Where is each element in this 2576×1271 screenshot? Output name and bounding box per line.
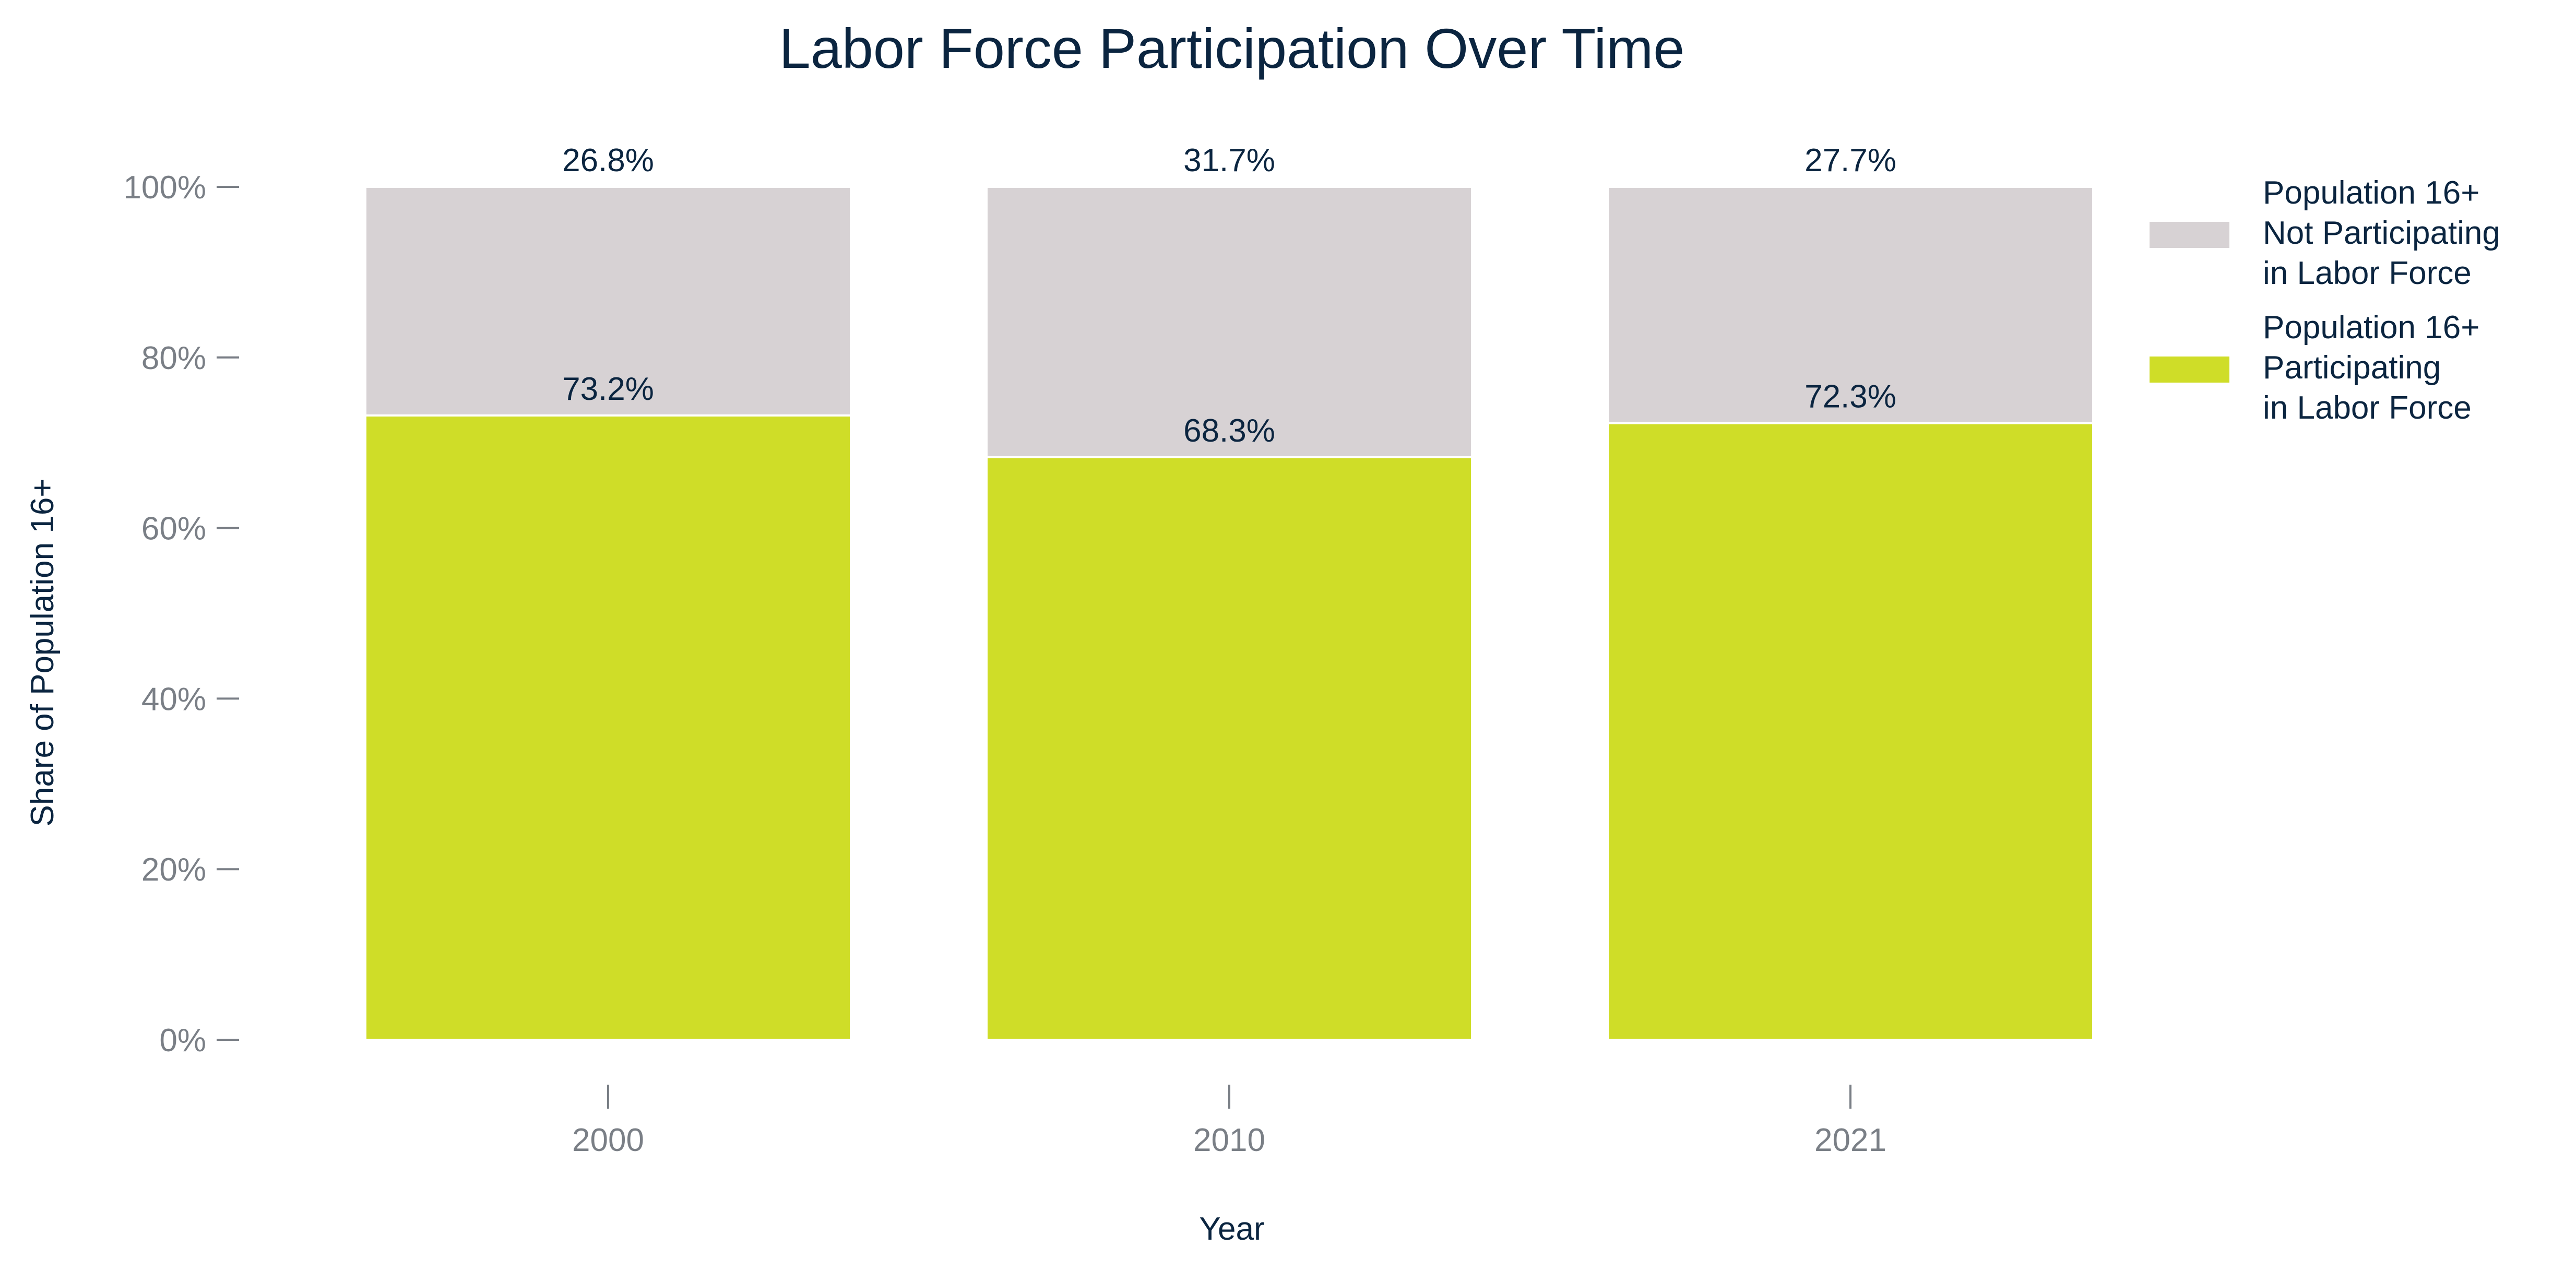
legend-label: in Labor Force xyxy=(2263,255,2472,291)
x-tick-label: 2000 xyxy=(572,1122,644,1158)
data-label-participating: 72.3% xyxy=(1805,379,1896,415)
y-tick-label: 40% xyxy=(141,681,206,717)
legend: Population 16+ Not Participating in Labor … xyxy=(2150,175,2500,426)
y-tick-label: 20% xyxy=(141,852,206,888)
legend-label: Population 16+ xyxy=(2263,310,2479,346)
bars xyxy=(364,186,2094,1041)
bar-participating xyxy=(1607,422,2094,1041)
legend-swatch xyxy=(2150,222,2229,248)
data-label-not-participating: 27.7% xyxy=(1805,142,1896,179)
data-label-participating: 68.3% xyxy=(1183,413,1275,449)
data-label-not-participating: 31.7% xyxy=(1183,142,1275,179)
chart-title: Labor Force Participation Over Time xyxy=(779,17,1685,80)
x-axis: 2000 2010 2021 xyxy=(572,1085,1886,1158)
bar-not-participating xyxy=(1607,186,2094,424)
x-tick-label: 2010 xyxy=(1193,1122,1265,1158)
legend-swatch xyxy=(2150,357,2229,383)
y-tick-label: 60% xyxy=(141,511,206,547)
y-tick-label: 80% xyxy=(141,340,206,376)
x-tick-label: 2021 xyxy=(1814,1122,1886,1158)
bar-participating xyxy=(986,456,1473,1041)
bar-not-participating xyxy=(364,186,852,417)
legend-label: Not Participating xyxy=(2263,215,2500,251)
legend-label: in Labor Force xyxy=(2263,390,2472,426)
data-label-participating: 73.2% xyxy=(562,371,654,407)
legend-label: Population 16+ xyxy=(2263,175,2479,211)
data-label-not-participating: 26.8% xyxy=(562,142,654,179)
data-labels: 73.2% 26.8% 68.3% 31.7% 72.3% 27.7% xyxy=(562,142,1896,449)
y-axis-title: Share of Population 16+ xyxy=(25,478,61,826)
bar-participating xyxy=(364,414,852,1041)
y-tick-label: 100% xyxy=(123,170,206,206)
legend-label: Participating xyxy=(2263,350,2441,386)
bar-not-participating xyxy=(986,186,1473,458)
y-tick-label: 0% xyxy=(159,1023,206,1059)
y-axis: 0% 20% 40% 60% 80% 100% xyxy=(123,170,239,1059)
x-axis-title: Year xyxy=(1199,1211,1264,1247)
